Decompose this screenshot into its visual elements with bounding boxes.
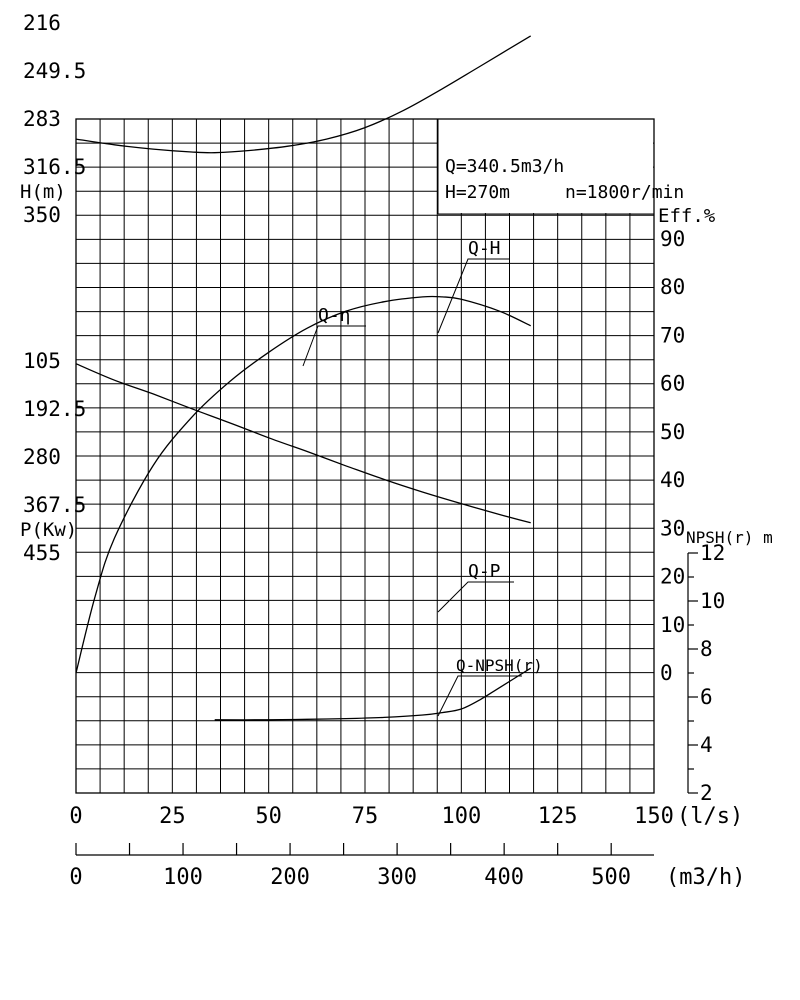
eff-tick-label: 70 — [660, 323, 685, 347]
head-tick-label: 316.5 — [23, 155, 86, 179]
curves — [75, 35, 532, 721]
x-ls-tick-label: 0 — [69, 804, 82, 829]
q-p-label: Q-P — [468, 561, 501, 582]
x-m3h-tick-label: 200 — [270, 865, 310, 890]
npsh-tick-label: 12 — [700, 541, 725, 565]
eff-tick-label: 0 — [660, 661, 673, 685]
power-axis-label: P(Kw) — [20, 519, 77, 541]
q-p-leader — [437, 581, 514, 613]
chart-grid — [76, 119, 654, 793]
power-tick-label: 192.5 — [23, 397, 86, 421]
power-tick-label: 367.5 — [23, 493, 86, 517]
x-m3h-tick-label: 400 — [484, 865, 524, 890]
curve-leaders — [302, 258, 522, 717]
q-eta-label: Q-η — [318, 305, 351, 326]
eff-tick-label: 80 — [660, 275, 685, 299]
q-h-leader — [437, 258, 510, 334]
head-axis-label: H(m) — [20, 181, 66, 203]
x-ls-axis-label: (l/s) — [677, 804, 743, 829]
eff-tick-label: 90 — [660, 227, 685, 251]
x-ls-tick-label: 50 — [255, 804, 282, 829]
q-p-curve — [75, 363, 531, 524]
q-h-curve — [75, 35, 532, 154]
eff-tick-label: 40 — [660, 468, 685, 492]
q-npsh-label: Q-NPSH(r) — [456, 656, 543, 675]
eff-tick-label: 30 — [660, 516, 685, 540]
x-ls-tick-label: 150 — [634, 804, 674, 829]
head-tick-label: 350 — [23, 203, 61, 227]
info-line-2-speed: n=1800r/min — [565, 182, 684, 203]
plot-frame — [75, 118, 655, 794]
npsh-tick-label: 2 — [700, 781, 713, 805]
info-box-mask — [438, 119, 653, 213]
power-tick-label: 455 — [23, 541, 61, 565]
x-m3h-tick-label: 500 — [591, 865, 631, 890]
x-ls-tick-label: 75 — [352, 804, 379, 829]
npsh-tick-label: 10 — [700, 589, 725, 613]
q-npsh-r-curve — [214, 667, 532, 721]
eff-tick-label: 50 — [660, 420, 685, 444]
x-m3h-axis-label: (m3/h) — [666, 865, 745, 890]
eff-tick-label: 20 — [660, 565, 685, 589]
x-m3h-tick-label: 0 — [69, 865, 82, 890]
info-line-2-head: H=270m — [445, 182, 510, 203]
x-ls-tick-label: 100 — [441, 804, 481, 829]
eff-tick-label: 10 — [660, 613, 685, 637]
head-tick-label: 283 — [23, 107, 61, 131]
q-curve — [75, 295, 531, 674]
npsh-tick-label: 8 — [700, 637, 713, 661]
head-tick-label: 216 — [23, 11, 61, 35]
eff-tick-label: 60 — [660, 372, 685, 396]
info-line-1: Q=340.5m3/h — [445, 156, 564, 177]
power-tick-label: 105 — [23, 349, 61, 373]
q-eta-leader — [302, 325, 366, 367]
npsh-axis-label: NPSH(r) m — [686, 528, 773, 547]
npsh-tick-label: 6 — [700, 685, 713, 709]
head-tick-label: 249.5 — [23, 59, 86, 83]
x-ls-tick-label: 25 — [159, 804, 186, 829]
x-ls-tick-label: 125 — [538, 804, 578, 829]
eff-axis-label: Eff.% — [658, 205, 716, 227]
power-tick-label: 280 — [23, 445, 61, 469]
q-npsh-leader — [437, 675, 522, 717]
x-m3h-tick-label: 300 — [377, 865, 417, 890]
x-m3h-tick-label: 100 — [163, 865, 203, 890]
npsh-tick-label: 4 — [700, 733, 713, 757]
q-h-label: Q-H — [468, 238, 501, 259]
